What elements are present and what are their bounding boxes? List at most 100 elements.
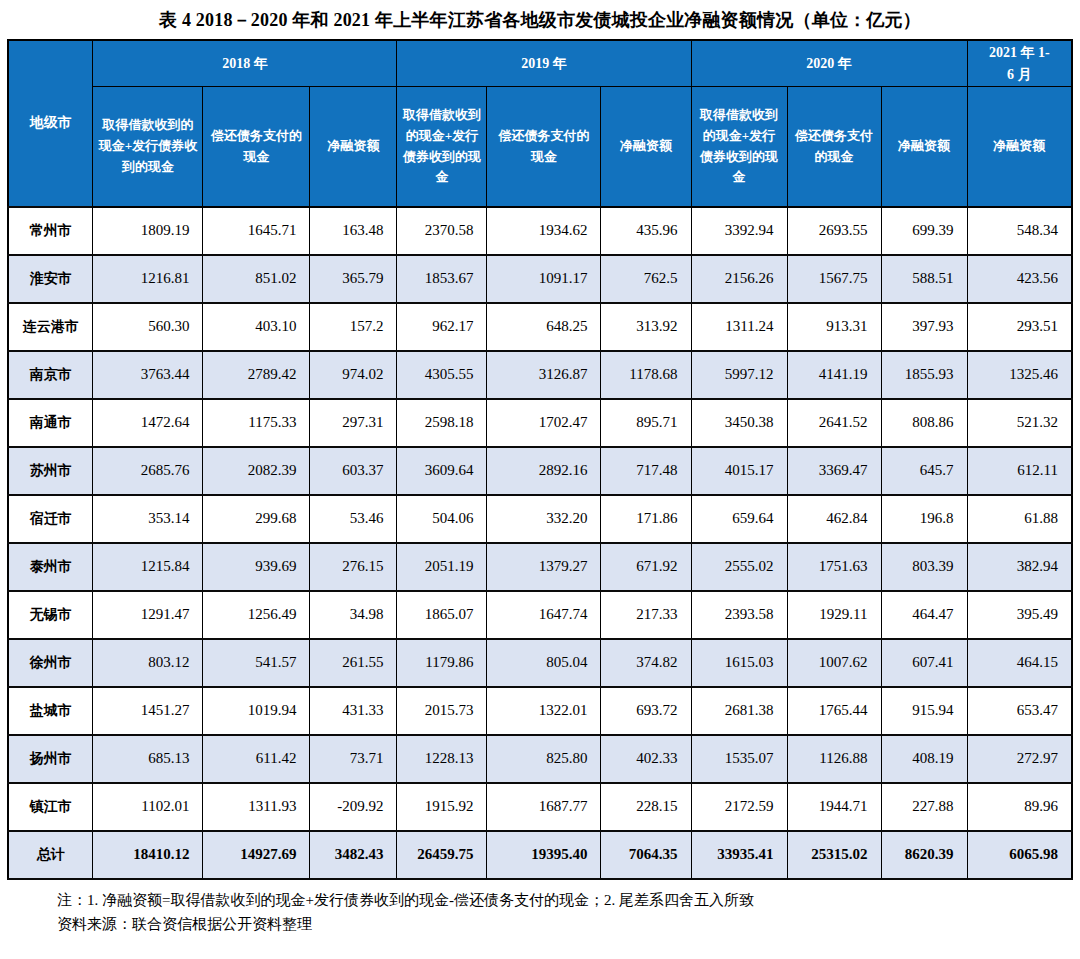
value-cell: 464.15 [967, 639, 1072, 687]
column-header-borrow-2019: 取得借款收到的现金+发行债券收到的现金 [397, 87, 487, 207]
table-row: 镇江市1102.011311.93-209.921915.921687.7722… [8, 783, 1072, 831]
value-cell: 504.06 [397, 495, 487, 543]
value-cell: 3126.87 [487, 351, 601, 399]
value-cell: 61.88 [967, 495, 1072, 543]
value-cell: 521.32 [967, 399, 1072, 447]
value-cell: 1915.92 [397, 783, 487, 831]
value-cell: 1809.19 [93, 207, 203, 255]
value-cell: 1853.67 [397, 255, 487, 303]
value-cell: 435.96 [601, 207, 691, 255]
value-cell: 272.97 [967, 735, 1072, 783]
table-row: 南京市3763.442789.42974.024305.553126.87117… [8, 351, 1072, 399]
value-cell: 803.39 [881, 543, 967, 591]
value-cell: 671.92 [601, 543, 691, 591]
city-cell: 南京市 [8, 351, 93, 399]
column-header-net-2018: 净融资额 [310, 87, 397, 207]
column-header-city: 地级市 [8, 40, 93, 207]
value-cell: 1215.84 [93, 543, 203, 591]
value-cell: 648.25 [487, 303, 601, 351]
value-cell: 1291.47 [93, 591, 203, 639]
table-row: 南通市1472.641175.33297.312598.181702.47895… [8, 399, 1072, 447]
column-header-net-2020: 净融资额 [881, 87, 967, 207]
year-header-2021h1-label: 2021 年 1-6 月 [987, 42, 1051, 85]
value-cell: 18410.12 [93, 831, 203, 879]
value-cell: 4305.55 [397, 351, 487, 399]
value-cell: 5997.12 [691, 351, 787, 399]
table-row: 盐城市1451.271019.94431.332015.731322.01693… [8, 687, 1072, 735]
value-cell: 397.93 [881, 303, 967, 351]
value-cell: 3482.43 [310, 831, 397, 879]
value-cell: 1179.86 [397, 639, 487, 687]
city-cell: 扬州市 [8, 735, 93, 783]
value-cell: 157.2 [310, 303, 397, 351]
value-cell: 717.48 [601, 447, 691, 495]
value-cell: 1126.88 [787, 735, 881, 783]
value-cell: 403.10 [203, 303, 310, 351]
value-cell: 2555.02 [691, 543, 787, 591]
value-cell: 805.04 [487, 639, 601, 687]
table-header: 地级市 2018 年 2019 年 2020 年 2021 年 1-6 月 取得… [8, 40, 1072, 207]
value-cell: 653.47 [967, 687, 1072, 735]
value-cell: 332.20 [487, 495, 601, 543]
value-cell: 2051.19 [397, 543, 487, 591]
value-cell: 1865.07 [397, 591, 487, 639]
value-cell: 2641.52 [787, 399, 881, 447]
value-cell: 2172.59 [691, 783, 787, 831]
city-cell: 镇江市 [8, 783, 93, 831]
value-cell: 1751.63 [787, 543, 881, 591]
value-cell: 915.94 [881, 687, 967, 735]
value-cell: 560.30 [93, 303, 203, 351]
value-cell: 33935.41 [691, 831, 787, 879]
table-row: 扬州市685.13611.4273.711228.13825.80402.331… [8, 735, 1072, 783]
column-header-net-2021h1: 净融资额 [967, 87, 1072, 207]
value-cell: 171.86 [601, 495, 691, 543]
value-cell: 26459.75 [397, 831, 487, 879]
value-cell: 1322.01 [487, 687, 601, 735]
year-header-2020: 2020 年 [691, 40, 967, 87]
value-cell: 7064.35 [601, 831, 691, 879]
value-cell: 659.64 [691, 495, 787, 543]
table-row: 宿迁市353.14299.6853.46504.06332.20171.8665… [8, 495, 1072, 543]
value-cell: 974.02 [310, 351, 397, 399]
value-cell: 1702.47 [487, 399, 601, 447]
value-cell: 611.42 [203, 735, 310, 783]
value-cell: 228.15 [601, 783, 691, 831]
value-cell: 3450.38 [691, 399, 787, 447]
value-cell: 693.72 [601, 687, 691, 735]
value-cell: 1311.93 [203, 783, 310, 831]
value-cell: 645.7 [881, 447, 967, 495]
value-cell: 19395.40 [487, 831, 601, 879]
value-cell: 227.88 [881, 783, 967, 831]
value-cell: 299.68 [203, 495, 310, 543]
city-cell: 淮安市 [8, 255, 93, 303]
table-row: 无锡市1291.471256.4934.981865.071647.74217.… [8, 591, 1072, 639]
value-cell: 1091.17 [487, 255, 601, 303]
value-cell: 408.19 [881, 735, 967, 783]
value-cell: 1019.94 [203, 687, 310, 735]
value-cell: 374.82 [601, 639, 691, 687]
value-cell: 1855.93 [881, 351, 967, 399]
value-cell: 1687.77 [487, 783, 601, 831]
value-cell: 2370.58 [397, 207, 487, 255]
value-cell: 607.41 [881, 639, 967, 687]
value-cell: 1645.71 [203, 207, 310, 255]
value-cell: 2681.38 [691, 687, 787, 735]
value-cell: 196.8 [881, 495, 967, 543]
city-cell: 连云港市 [8, 303, 93, 351]
value-cell: 1216.81 [93, 255, 203, 303]
value-cell: 2015.73 [397, 687, 487, 735]
city-cell: 盐城市 [8, 687, 93, 735]
value-cell: 1929.11 [787, 591, 881, 639]
column-header-borrow-2020: 取得借款收到的现金+发行债券收到的现金 [691, 87, 787, 207]
value-cell: 4015.17 [691, 447, 787, 495]
value-cell: 6065.98 [967, 831, 1072, 879]
value-cell: 541.57 [203, 639, 310, 687]
value-cell: 548.34 [967, 207, 1072, 255]
value-cell: 1535.07 [691, 735, 787, 783]
year-header-2019: 2019 年 [397, 40, 691, 87]
value-cell: 261.55 [310, 639, 397, 687]
value-cell: 1325.46 [967, 351, 1072, 399]
financing-table: 地级市 2018 年 2019 年 2020 年 2021 年 1-6 月 取得… [7, 39, 1073, 880]
value-cell: 217.33 [601, 591, 691, 639]
value-cell: 1934.62 [487, 207, 601, 255]
